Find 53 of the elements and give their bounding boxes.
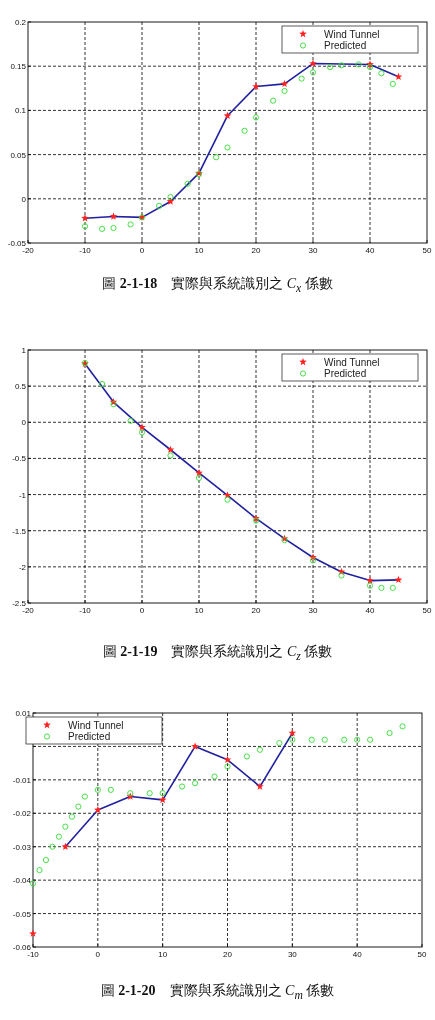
x-tick-label: 10 [158, 950, 168, 959]
y-tick-label: -2.5 [12, 599, 27, 608]
y-tick-label: 0.15 [10, 62, 27, 72]
y-tick-label: 0 [21, 418, 27, 428]
x-tick-label: 50 [422, 606, 432, 615]
legend-label: Wind Tunnel [324, 356, 380, 368]
x-tick-label: 0 [95, 950, 101, 959]
x-tick-label: 40 [352, 950, 363, 959]
text: 圖 2-1-18 實際與系統識別之 C$_{x}$ 係數 [101, 275, 334, 295]
x-tick-label: -20 [22, 606, 35, 615]
x-tick-label: 50 [422, 246, 432, 255]
y-tick-label: -0.05 [7, 239, 27, 248]
x-tick-label: 10 [194, 246, 204, 255]
y-tick-label: 0.01 [15, 709, 32, 718]
x-tick-label: 50 [417, 950, 427, 959]
text: 圖 2-1-20 實際與系統識別之 C$_{m}$ 係數 [99, 982, 336, 1002]
y-tick-label: -0.05 [12, 909, 32, 919]
y-tick-label: 0 [21, 194, 27, 204]
x-tick-label: 0 [139, 246, 145, 255]
y-tick-label: 0.5 [14, 382, 27, 392]
x-tick-label: -10 [79, 606, 92, 615]
x-tick-label: -10 [79, 246, 92, 255]
x-tick-label: 20 [223, 950, 233, 959]
x-tick-label: 0 [139, 606, 145, 615]
y-tick-label: 0.05 [10, 150, 27, 160]
x-tick-label: 30 [308, 606, 318, 615]
x-tick-label: 20 [251, 606, 261, 615]
y-tick-label: -0.5 [12, 454, 27, 464]
x-tick-label: 30 [308, 246, 318, 255]
y-tick-label: 1 [21, 346, 27, 355]
y-tick-label: -0.01 [12, 775, 32, 785]
y-tick-label: -2 [18, 562, 27, 572]
x-tick-label: 10 [194, 606, 204, 615]
legend-label: Wind Tunnel [324, 28, 380, 40]
x-tick-label: 30 [287, 950, 298, 959]
y-tick-label: -0.02 [12, 809, 32, 819]
x-tick-label: 40 [365, 246, 375, 255]
x-tick-label: -20 [22, 246, 35, 255]
y-tick-label: -1 [18, 490, 27, 500]
y-tick-label: -0.06 [12, 943, 32, 952]
y-tick-label: -0.03 [12, 842, 32, 852]
x-tick-label: 40 [365, 606, 375, 615]
x-tick-label: -10 [27, 950, 40, 959]
y-tick-label: 0.2 [14, 18, 27, 27]
y-tick-label: 0.1 [14, 106, 27, 116]
y-tick-label: -0.04 [12, 876, 32, 886]
legend-label: Predicted [324, 368, 367, 379]
legend-label: Wind Tunnel [68, 719, 124, 731]
y-tick-label: -1.5 [12, 526, 27, 536]
x-tick-label: 20 [251, 246, 261, 255]
text: 圖 2-1-19 實際與系統識別之 C$_{z}$ 係數 [101, 643, 334, 663]
legend-label: Predicted [324, 40, 367, 51]
legend-label: Predicted [68, 731, 111, 742]
